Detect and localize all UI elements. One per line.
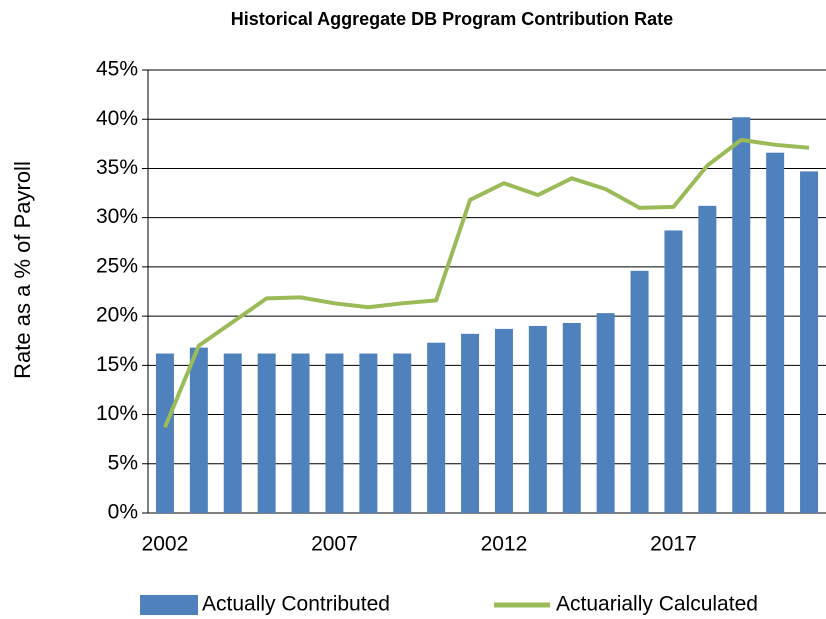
bar (562, 323, 581, 513)
x-tick-label: 2002 (142, 533, 189, 556)
bar (664, 230, 683, 513)
legend-label: Actuarially Calculated (556, 593, 758, 616)
x-tick-label: 2017 (650, 533, 697, 556)
legend-swatch (140, 595, 198, 615)
y-axis-label: Rate as a % of Payroll (10, 161, 35, 379)
y-tick-label: 25% (96, 254, 138, 277)
bar (528, 325, 547, 513)
y-tick-label: 40% (96, 107, 138, 130)
bar (800, 171, 819, 514)
legend-label: Actually Contributed (202, 593, 390, 616)
bar (257, 353, 276, 513)
bar (325, 353, 344, 513)
line (163, 137, 810, 429)
bar (189, 347, 208, 513)
y-tick-label: 45% (96, 58, 138, 81)
bar (155, 353, 174, 513)
y-tick-label: 15% (96, 353, 138, 376)
bar (359, 353, 378, 513)
y-tick-label: 5% (108, 451, 138, 474)
bar (494, 328, 513, 513)
y-tick-label: 35% (96, 156, 138, 179)
bar (393, 353, 412, 513)
chart-title: Historical Aggregate DB Program Contribu… (231, 9, 673, 29)
bar (630, 270, 649, 513)
x-tick-label: 2007 (311, 533, 358, 556)
y-tick-label: 20% (96, 304, 138, 327)
y-tick-label: 10% (96, 402, 138, 425)
y-tick-label: 30% (96, 205, 138, 228)
bar (461, 333, 480, 513)
bar (291, 353, 310, 513)
bar (766, 152, 785, 513)
bar (732, 117, 751, 514)
bar (223, 353, 242, 513)
y-tick-label: 0% (108, 501, 138, 524)
bar (698, 205, 717, 513)
x-tick-label: 2012 (481, 533, 528, 556)
bar (427, 342, 446, 513)
bar (596, 313, 615, 513)
